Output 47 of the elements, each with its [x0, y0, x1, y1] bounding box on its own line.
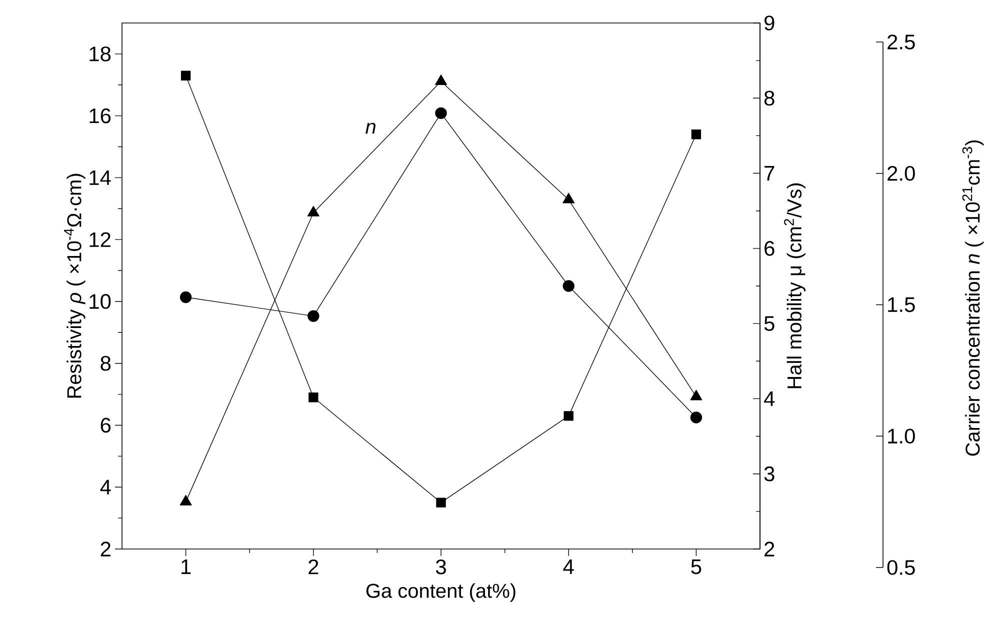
point — [690, 412, 702, 424]
y-tick-label: 6 — [100, 418, 111, 433]
y-axis-title: Resistivity ρ ( ×10$^{-4}$Ω·cm) — [64, 174, 86, 398]
point — [562, 192, 575, 204]
x-tick-label: 5 — [691, 560, 702, 574]
point — [435, 107, 447, 120]
point — [180, 291, 192, 304]
point — [691, 130, 702, 140]
x-tick-label: 1 — [182, 560, 191, 574]
y2-tick-label: 9 — [764, 16, 774, 30]
point — [180, 494, 192, 506]
point — [564, 411, 574, 421]
y-tick-label: 16 — [90, 108, 111, 124]
y-tick-label: 14 — [90, 170, 111, 185]
y2-tick-label: 6 — [764, 241, 774, 256]
y3-axis-title: Carrier concentration n ( ×10$^{21}$cm$^{-3}$) — [962, 140, 984, 456]
point — [435, 74, 447, 86]
y-tick-label: 18 — [90, 46, 111, 62]
y3-tick-label: 0.5 — [887, 560, 915, 575]
y-tick-label: 8 — [100, 356, 111, 371]
y2-tick-label: 4 — [764, 391, 775, 406]
y-tick-label: 12 — [90, 232, 110, 247]
y2-tick-label: 8 — [764, 90, 774, 106]
point — [436, 498, 446, 508]
point — [308, 392, 318, 402]
y3-tick-label: 2.5 — [888, 34, 915, 50]
point — [180, 70, 191, 80]
y-tick-label: 10 — [90, 294, 111, 309]
y2-tick-label: 5 — [764, 316, 774, 331]
x-axis-title: Ga content (at%) — [366, 583, 516, 602]
y3-tick-label: 2.0 — [888, 166, 915, 181]
x-tick-label: 3 — [436, 560, 446, 574]
y3-tick-label: 1.5 — [888, 297, 915, 312]
y2-tick-label: 7 — [764, 166, 774, 181]
y-tick-label: 2 — [100, 542, 110, 556]
y-tick-label: 4 — [100, 480, 111, 494]
x-tick-label: 2 — [308, 560, 318, 574]
y2-tick-label: 3 — [764, 466, 774, 482]
point — [307, 206, 320, 216]
annotation: n — [366, 122, 376, 134]
y3-tick-label: 1.0 — [888, 428, 915, 444]
point — [308, 310, 320, 322]
point — [690, 390, 702, 400]
y2-tick-label: 2 — [764, 542, 774, 556]
x-tick-label: 4 — [563, 560, 574, 574]
y2-axis-title: Hall mobility μ (cm$^{2}$/Vs) — [784, 183, 806, 388]
point — [562, 280, 574, 292]
